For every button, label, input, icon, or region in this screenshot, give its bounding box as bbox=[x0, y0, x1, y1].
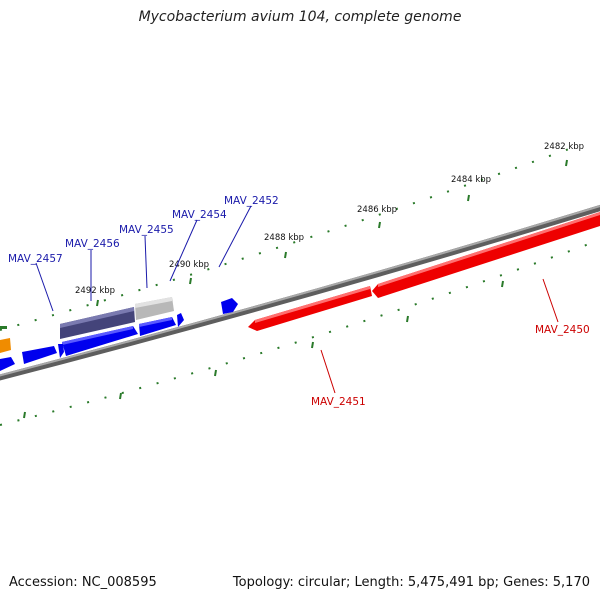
gene-small-forward-3[interactable] bbox=[58, 344, 64, 358]
outer-major-ticks bbox=[96, 159, 568, 307]
gene-small-forward-4[interactable] bbox=[0, 357, 15, 371]
reverse-genes bbox=[248, 212, 600, 331]
gene-mav-2452[interactable] bbox=[221, 298, 238, 314]
forward-genes-upper bbox=[60, 297, 238, 339]
tick-label-2482: 2482 kbp bbox=[544, 142, 584, 152]
tick-label-2484: 2484 kbp bbox=[451, 175, 491, 185]
leader-mav-2457 bbox=[35, 262, 54, 312]
leader-mav-2455 bbox=[144, 235, 148, 289]
label-leaders bbox=[35, 205, 559, 394]
label-mav-2452[interactable]: MAV_2452 bbox=[224, 195, 279, 207]
gene-mav-2456-shade bbox=[62, 326, 133, 345]
genome-backbone bbox=[0, 204, 600, 381]
map-title: Mycobacterium avium 104, complete genome bbox=[138, 9, 462, 25]
gene-mav-2456[interactable] bbox=[62, 326, 138, 356]
genome-summary-text: Topology: circular; Length: 5,475,491 bp… bbox=[232, 575, 590, 590]
leader-mav-2454 bbox=[169, 219, 198, 282]
label-mav-2451[interactable]: MAV_2451 bbox=[311, 396, 366, 408]
tick-label-2486: 2486 kbp bbox=[357, 205, 397, 215]
gene-small-marker bbox=[0, 326, 7, 329]
outer-tick-ring bbox=[0, 144, 581, 331]
gene-mav-2454[interactable] bbox=[139, 317, 176, 336]
accession-text: Accession: NC_008595 bbox=[9, 575, 157, 590]
gene-mav-2451-shade bbox=[255, 286, 370, 323]
tick-label-2492: 2492 kbp bbox=[75, 286, 115, 296]
tick-label-2488: 2488 kbp bbox=[264, 233, 304, 243]
gene-mav-2454-shade bbox=[139, 317, 172, 327]
gene-mav-2450[interactable] bbox=[372, 212, 600, 298]
gene-small-forward-2[interactable] bbox=[22, 346, 57, 364]
inner-tick-ring bbox=[0, 239, 600, 426]
label-mav-2454[interactable]: MAV_2454 bbox=[172, 209, 227, 221]
gene-small-forward-1[interactable] bbox=[177, 313, 184, 327]
gene-mav-2457-shade bbox=[60, 307, 134, 328]
label-mav-2455[interactable]: MAV_2455 bbox=[119, 224, 174, 236]
genome-backbone-highlight bbox=[0, 205, 600, 377]
tick-label-2490: 2490 kbp bbox=[169, 260, 209, 270]
leader-mav-2451 bbox=[320, 349, 336, 394]
leader-mav-2452 bbox=[218, 205, 252, 268]
gene-orange[interactable] bbox=[0, 338, 11, 353]
label-mav-2457[interactable]: MAV_2457 bbox=[8, 253, 63, 265]
forward-genes-lower bbox=[0, 313, 184, 371]
leader-mav-2450 bbox=[542, 278, 559, 323]
gene-mav-2455-shade bbox=[135, 297, 172, 308]
inner-major-ticks bbox=[23, 280, 504, 419]
label-mav-2456[interactable]: MAV_2456 bbox=[65, 238, 120, 250]
label-mav-2450[interactable]: MAV_2450 bbox=[535, 324, 590, 336]
gene-mav-2450-shade bbox=[378, 212, 600, 287]
